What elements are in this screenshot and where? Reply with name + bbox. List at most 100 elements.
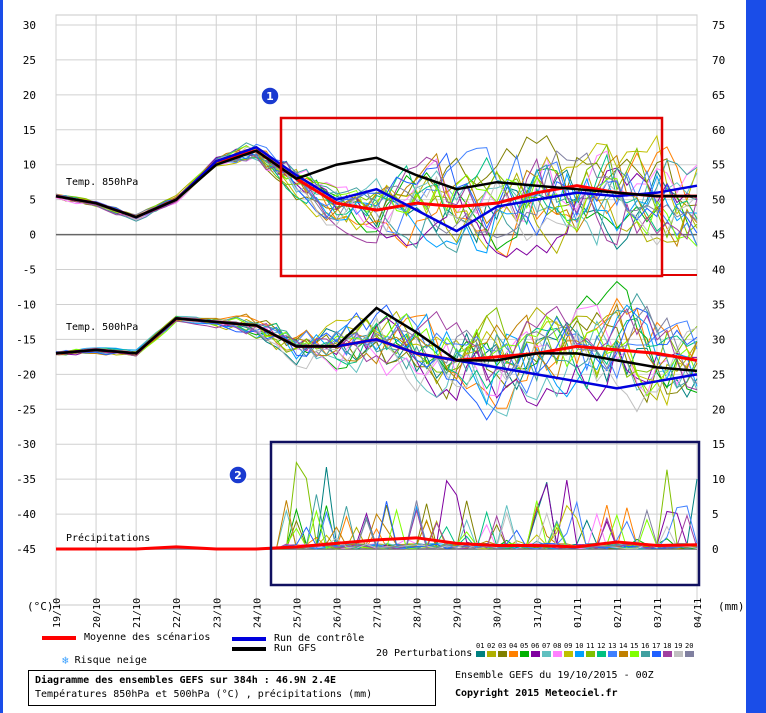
left-tick-label: 15 bbox=[23, 124, 36, 137]
right-border bbox=[746, 0, 766, 713]
left-tick-label: -5 bbox=[23, 264, 36, 277]
highlight-box-1 bbox=[279, 116, 664, 278]
date-label: 02/11 bbox=[613, 598, 624, 628]
series-run-gfs bbox=[55, 306, 698, 373]
perturbation-swatch bbox=[487, 651, 496, 657]
date-label: 21/10 bbox=[132, 598, 143, 628]
perturbation-line bbox=[55, 304, 698, 421]
date-label: 04/11 bbox=[693, 598, 704, 628]
legend-mean-swatch bbox=[42, 635, 76, 640]
left-border bbox=[0, 0, 3, 713]
perturbation-number: 10 bbox=[575, 642, 584, 650]
date-label: 25/10 bbox=[292, 598, 303, 628]
perturbation-swatch bbox=[608, 651, 617, 657]
chart-subtitle: Températures 850hPa et 500hPa (°C) , pré… bbox=[35, 689, 373, 700]
right-tick-label: 70 bbox=[712, 54, 725, 67]
highlight-box-2 bbox=[269, 440, 701, 587]
perturbation-number: 11 bbox=[586, 642, 595, 650]
right-tick-label: 0 bbox=[712, 543, 719, 556]
perturbation-number: 15 bbox=[630, 642, 639, 650]
copyright: Copyright 2015 Meteociel.fr bbox=[455, 688, 618, 699]
perturbation-number: 19 bbox=[674, 642, 683, 650]
perturbation-number: 06 bbox=[531, 642, 540, 650]
perturbation-swatch bbox=[542, 651, 551, 657]
perturbation-swatch bbox=[663, 651, 672, 657]
date-label: 03/11 bbox=[653, 598, 664, 628]
legend-mean-label: Moyenne des scénarios bbox=[84, 632, 211, 643]
perturbation-swatch bbox=[498, 651, 507, 657]
perturbation-number: 05 bbox=[520, 642, 529, 650]
perturbation-swatch bbox=[476, 651, 485, 657]
perturbation-number: 01 bbox=[476, 642, 485, 650]
right-tick-label: 40 bbox=[712, 264, 725, 277]
perturbation-number: 14 bbox=[619, 642, 628, 650]
perturbation-swatch bbox=[630, 651, 639, 657]
left-tick-label: -10 bbox=[16, 298, 36, 311]
date-label: 31/10 bbox=[533, 598, 544, 628]
left-axis-ticks: 30 25 20 15 10 5 0 -5 -10 -15 -20 -25 -30 -35 -40 -45 bbox=[16, 19, 36, 556]
right-tick-label: 30 bbox=[712, 333, 725, 346]
series-moyenne-des-sc-narios bbox=[56, 536, 698, 551]
snowflake-icon: ❄ bbox=[62, 654, 69, 667]
right-tick-label: 25 bbox=[712, 368, 725, 381]
date-label: 29/10 bbox=[453, 598, 464, 628]
perturbation-number: 20 bbox=[685, 642, 694, 650]
left-tick-label: -15 bbox=[16, 333, 36, 346]
perturbation-swatch bbox=[575, 651, 584, 657]
annotation-marker-2: 2 bbox=[228, 465, 248, 485]
legend-control-swatch bbox=[232, 636, 266, 641]
info-box: Diagramme des ensembles GEFS sur 384h : … bbox=[28, 670, 436, 706]
perturbation-line bbox=[55, 152, 698, 246]
perturbation-number: 07 bbox=[542, 642, 551, 650]
left-axis-unit: (°C) bbox=[27, 600, 54, 613]
perturbation-number: 02 bbox=[487, 642, 496, 650]
right-tick-label: 50 bbox=[712, 194, 725, 207]
series-run-gfs bbox=[55, 149, 697, 219]
svg-text:2: 2 bbox=[234, 469, 242, 482]
svg-text:1: 1 bbox=[266, 90, 274, 103]
date-label: 26/10 bbox=[332, 598, 343, 628]
legend-snow: ❄ Risque neige bbox=[62, 654, 147, 667]
left-tick-label: -25 bbox=[16, 403, 36, 416]
right-tick-label: 65 bbox=[712, 89, 725, 102]
date-label: 22/10 bbox=[172, 598, 183, 628]
legend-gfs-swatch bbox=[232, 646, 266, 651]
perturbation-swatch bbox=[564, 651, 573, 657]
perturbation-swatch bbox=[641, 651, 650, 657]
right-tick-label: 75 bbox=[712, 19, 725, 32]
perturbation-line bbox=[55, 143, 698, 239]
right-tick-label: 60 bbox=[712, 124, 725, 137]
right-axis-unit: (mm) bbox=[718, 600, 745, 613]
date-label: 19/10 bbox=[52, 598, 63, 628]
chart-title: Diagramme des ensembles GEFS sur 384h : … bbox=[35, 675, 337, 686]
perturbation-number: 12 bbox=[597, 642, 606, 650]
perturbation-swatch bbox=[619, 651, 628, 657]
x-axis-dates: 19/10 20/10 21/10 22/10 23/10 24/10 25/10 26/10… bbox=[52, 598, 704, 628]
run-info: Ensemble GEFS du 19/10/2015 - 00Z bbox=[455, 670, 654, 681]
right-tick-label: 35 bbox=[712, 298, 725, 311]
legend-perturbations: 20 Perturbations bbox=[376, 648, 473, 659]
left-tick-label: 25 bbox=[23, 54, 36, 67]
left-tick-label: -20 bbox=[16, 368, 36, 381]
series-lines bbox=[55, 145, 698, 551]
perturbation-numbers: 01 02 03 04 05 06 07 08 09 10 11 12 13 14 15 16 17 18 19 20 bbox=[476, 642, 696, 650]
right-tick-label: 20 bbox=[712, 403, 725, 416]
right-tick-label: 55 bbox=[712, 159, 725, 172]
date-label: 27/10 bbox=[373, 598, 384, 628]
date-label: 28/10 bbox=[413, 598, 424, 628]
perturbation-number: 17 bbox=[652, 642, 661, 650]
perturbation-swatch bbox=[509, 651, 518, 657]
perturbation-swatch bbox=[652, 651, 661, 657]
perturbation-swatch bbox=[520, 651, 529, 657]
right-tick-label: 5 bbox=[712, 508, 719, 521]
legend-control-label: Run de contrôle bbox=[274, 633, 365, 644]
panel-label-850: Temp. 850hPa bbox=[66, 177, 138, 188]
perturbation-number: 13 bbox=[608, 642, 617, 650]
perturbation-line bbox=[55, 149, 698, 237]
right-tick-label: 10 bbox=[712, 473, 725, 486]
legend-gfs-label: Run GFS bbox=[274, 643, 317, 654]
perturbation-swatch bbox=[553, 651, 562, 657]
left-tick-label: 0 bbox=[29, 229, 36, 242]
